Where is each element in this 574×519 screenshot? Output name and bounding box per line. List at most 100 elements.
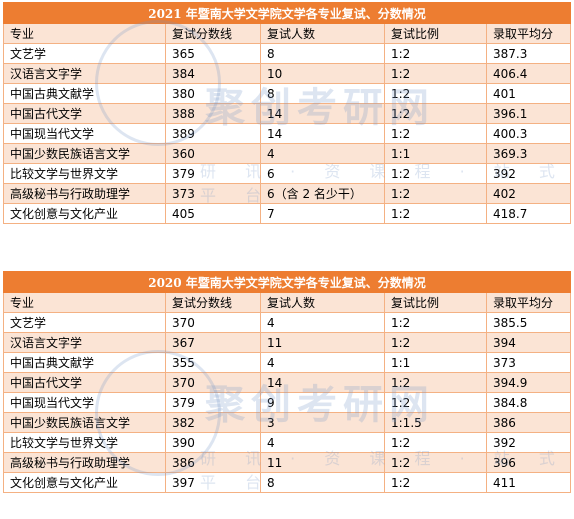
table-cell: 402: [485, 183, 572, 204]
table-cell: 文化创意与文化产业: [3, 472, 166, 493]
table-cell: 380: [165, 83, 261, 104]
table-cell: 6: [260, 163, 385, 184]
table-cell: 396.1: [485, 103, 572, 124]
table-cell: 397: [165, 472, 261, 493]
table-cell: 1:2: [384, 203, 487, 224]
table-cell: 中国古典文献学: [3, 352, 166, 373]
table-row: 高级秘书与行政助理学 386 11 1:2 396: [3, 452, 572, 473]
column-header: 录取平均分: [485, 23, 572, 44]
table-cell: 1:2: [384, 372, 487, 393]
table-cell: 373: [485, 352, 572, 373]
table-cell: 9: [260, 392, 385, 413]
table-cell: 1:2: [384, 103, 487, 124]
table-cell: 406.4: [485, 63, 572, 84]
column-header: 复试人数: [260, 23, 385, 44]
table-cell: 1:1: [384, 143, 487, 164]
table-cell: 1:2: [384, 312, 487, 333]
table-cell: 1:2: [384, 123, 487, 144]
table-cell: 401: [485, 83, 572, 104]
table-cell: 1:2: [384, 63, 487, 84]
table-cell: 360: [165, 143, 261, 164]
table-cell: 1:2: [384, 332, 487, 353]
table-cell: 11: [260, 332, 385, 353]
table-cell: 394.9: [485, 372, 572, 393]
table-row: 比较文学与世界文学 390 4 1:2 392: [3, 432, 572, 453]
table-row: 中国现当代文学 379 9 1:2 384.8: [3, 392, 572, 413]
table-row: 文化创意与文化产业 397 8 1:2 411: [3, 472, 572, 493]
table-cell: 370: [165, 372, 261, 393]
table-cell: 379: [165, 163, 261, 184]
column-header: 录取平均分: [485, 292, 572, 313]
table-row: 中国古代文学 370 14 1:2 394.9: [3, 372, 572, 393]
table-cell: 高级秘书与行政助理学: [3, 183, 166, 204]
table-cell: 4: [260, 312, 385, 333]
table-row: 汉语言文字学 384 10 1:2 406.4: [3, 63, 572, 84]
table-row: 文化创意与文化产业 405 7 1:2 418.7: [3, 203, 572, 224]
table-cell: 中国少数民族语言文学: [3, 143, 166, 164]
column-header: 专业: [3, 292, 166, 313]
column-header: 复试比例: [384, 23, 487, 44]
table-cell: 14: [260, 123, 385, 144]
table-cell: 384.8: [485, 392, 572, 413]
table-cell: 汉语言文字学: [3, 63, 166, 84]
table-cell: 4: [260, 352, 385, 373]
table-2020-body: 2020 年暨南大学文学院文学各专业复试、分数情况 专业 复试分数线 复试人数 复试比例…: [2, 271, 572, 493]
table-row: 中国少数民族语言文学 360 4 1:1 369.3: [3, 143, 572, 164]
table-row: 中国古典文献学 355 4 1:1 373: [3, 352, 572, 373]
table-cell: 379: [165, 392, 261, 413]
column-header: 复试比例: [384, 292, 487, 313]
table-cell: 比较文学与世界文学: [3, 432, 166, 453]
table-cell: 396: [485, 452, 572, 473]
table-title-row: 2020 年暨南大学文学院文学各专业复试、分数情况: [2, 271, 572, 293]
table-row: 中国现当代文学 389 14 1:2 400.3: [3, 123, 572, 144]
table-cell: 中国古代文学: [3, 372, 166, 393]
table-cell: 10: [260, 63, 385, 84]
table-row: 中国古代文学 388 14 1:2 396.1: [3, 103, 572, 124]
table-cell: 1:2: [384, 183, 487, 204]
table-cell: 8: [260, 43, 385, 64]
table-cell: 1:2: [384, 163, 487, 184]
table-cell: 中国现当代文学: [3, 123, 166, 144]
table-cell: 389: [165, 123, 261, 144]
table-cell: 4: [260, 432, 385, 453]
table-cell: 文艺学: [3, 43, 166, 64]
table-cell: 比较文学与世界文学: [3, 163, 166, 184]
table-cell: 386: [165, 452, 261, 473]
table-cell: 1:2: [384, 83, 487, 104]
table-cell: 中国现当代文学: [3, 392, 166, 413]
table-cell: 388: [165, 103, 261, 124]
table-cell: 7: [260, 203, 385, 224]
table-2020: 2020 年暨南大学文学院文学各专业复试、分数情况 专业 复试分数线 复试人数 复试比例…: [2, 271, 572, 493]
table-cell: 3: [260, 412, 385, 433]
table-cell: 405: [165, 203, 261, 224]
table-row: 汉语言文字学 367 11 1:2 394: [3, 332, 572, 353]
table-cell: 4: [260, 143, 385, 164]
table-cell: 8: [260, 83, 385, 104]
table-cell: 1:2: [384, 43, 487, 64]
table-cell: 1:2: [384, 392, 487, 413]
table-cell: 6（含 2 名少干）: [260, 183, 385, 204]
table-cell: 367: [165, 332, 261, 353]
table-cell: 中国古代文学: [3, 103, 166, 124]
table-cell: 411: [485, 472, 572, 493]
table-row: 中国少数民族语言文学 382 3 1:1.5 386: [3, 412, 572, 433]
column-header: 复试人数: [260, 292, 385, 313]
table-cell: 382: [165, 412, 261, 433]
table-cell: 385.5: [485, 312, 572, 333]
table-cell: 369.3: [485, 143, 572, 164]
table-row: 中国古典文献学 380 8 1:2 401: [3, 83, 572, 104]
table-cell: 370: [165, 312, 261, 333]
table-cell: 文化创意与文化产业: [3, 203, 166, 224]
table-cell: 14: [260, 103, 385, 124]
table-cell: 390: [165, 432, 261, 453]
table-cell: 386: [485, 412, 572, 433]
table-cell: 387.3: [485, 43, 572, 64]
table-cell: 1:1: [384, 352, 487, 373]
table-cell: 中国少数民族语言文学: [3, 412, 166, 433]
table-header-row: 专业 复试分数线 复试人数 复试比例 录取平均分: [3, 292, 572, 313]
table-row: 文艺学 370 4 1:2 385.5: [3, 312, 572, 333]
table-cell: 11: [260, 452, 385, 473]
column-header: 专业: [3, 23, 166, 44]
table-2021-body: 2021 年暨南大学文学院文学各专业复试、分数情况 专业 复试分数线 复试人数 复试比例…: [2, 2, 572, 224]
table-title: 2020 年暨南大学文学院文学各专业复试、分数情况: [2, 271, 572, 293]
